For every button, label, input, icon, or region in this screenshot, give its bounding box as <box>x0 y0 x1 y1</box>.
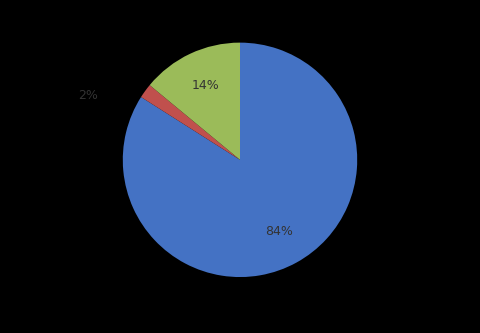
Text: 14%: 14% <box>191 79 219 92</box>
Wedge shape <box>150 43 240 160</box>
Text: 84%: 84% <box>265 225 293 238</box>
Wedge shape <box>123 43 357 277</box>
Text: 2%: 2% <box>78 89 97 102</box>
Wedge shape <box>141 85 240 160</box>
